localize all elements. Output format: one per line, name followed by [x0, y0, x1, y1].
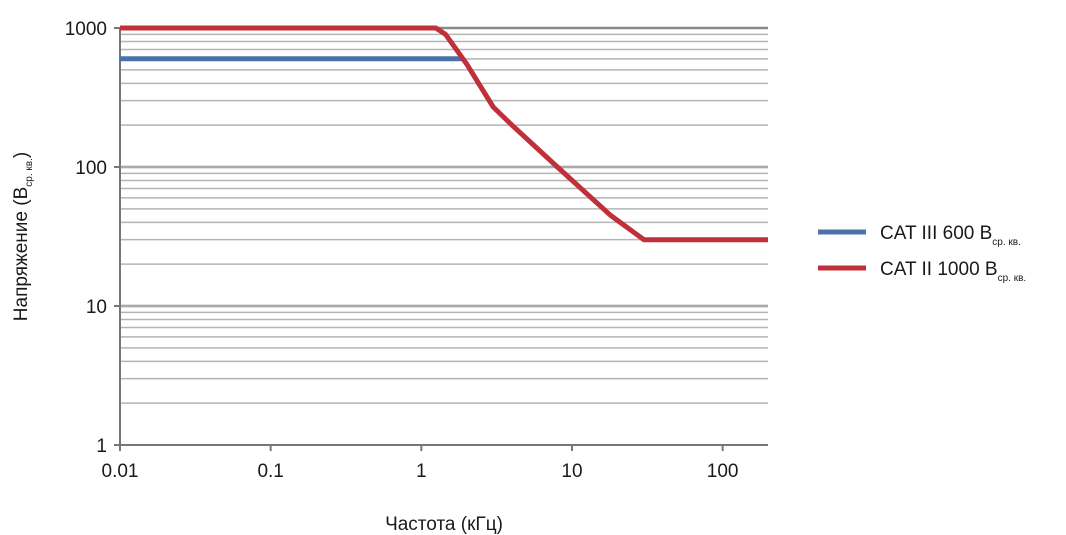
x-tick-label: 100 [707, 461, 739, 482]
series-line-1 [120, 25, 768, 243]
legend-label-cat-ii: CAT II 1000 Вср. кв. [880, 259, 1026, 284]
y-tick-label: 10 [86, 297, 107, 318]
y-axis-title-close: ) [11, 152, 32, 158]
y-axis-title-main: Напряжение (В [11, 187, 32, 321]
grid-lines [120, 26, 768, 404]
data-series [120, 25, 768, 243]
y-tick-label: 100 [75, 158, 107, 179]
y-tick-label: 1 [96, 436, 107, 457]
legend-item-cat-iii: CAT III 600 Вср. кв. [818, 223, 1021, 248]
y-axis-title: Напряжение (Вср. кв.) [11, 152, 35, 321]
x-tick-label: 0.1 [257, 461, 283, 482]
x-tick-label: 0.01 [102, 461, 139, 482]
legend: CAT III 600 Вср. кв. CAT II 1000 Вср. кв… [818, 223, 1026, 284]
x-axis-title: Частота (кГц) [385, 514, 503, 535]
axis-ticks: 0.01 0.1 1 10 100 1 10 100 1000 [65, 19, 739, 482]
y-tick-label: 1000 [65, 19, 107, 40]
x-tick-label: 10 [561, 461, 582, 482]
legend-label-cat-iii: CAT III 600 Вср. кв. [880, 223, 1021, 248]
legend-item-cat-ii: CAT II 1000 Вср. кв. [818, 259, 1026, 284]
x-tick-label: 1 [416, 461, 427, 482]
y-axis-title-sub: ср. кв. [24, 158, 35, 187]
